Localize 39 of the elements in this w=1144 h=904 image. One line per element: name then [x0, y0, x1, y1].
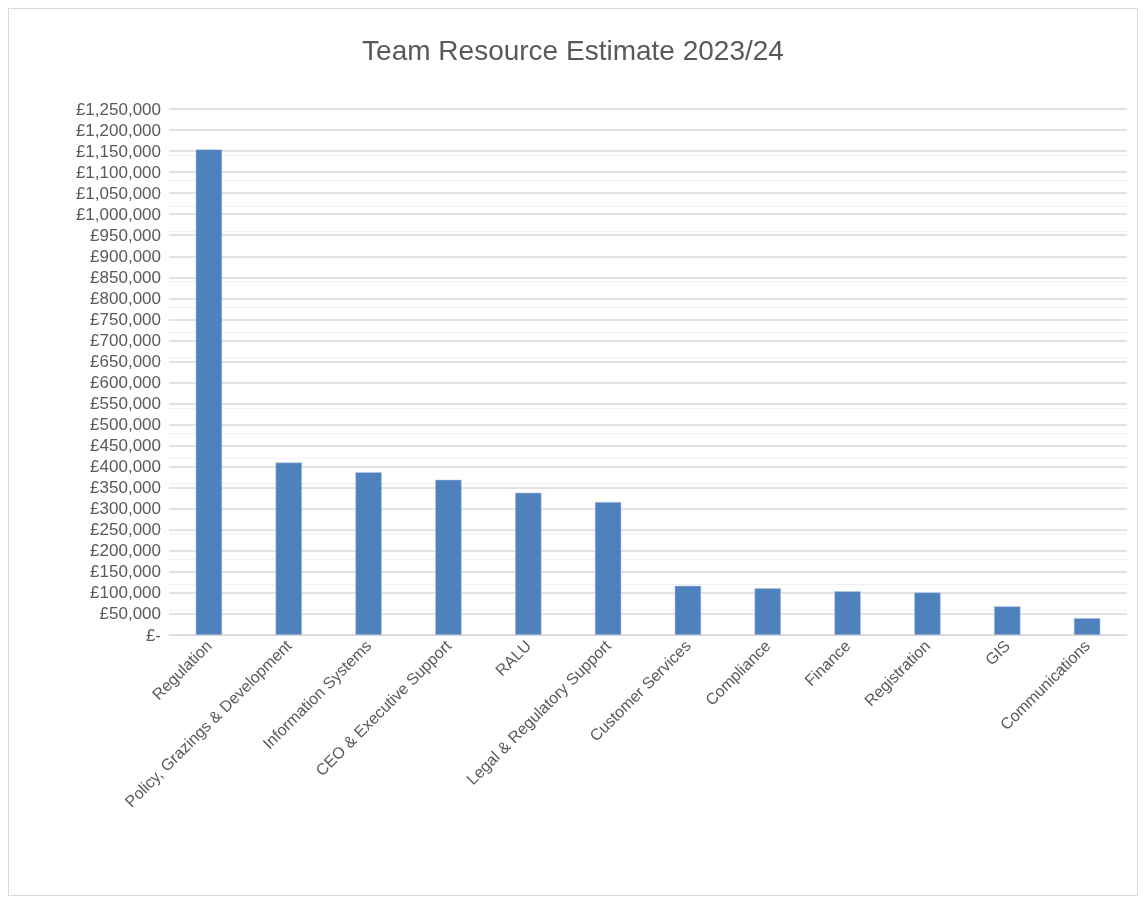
bar — [195, 149, 223, 635]
bar — [435, 479, 462, 635]
bar — [754, 588, 781, 635]
y-tick-label: £- — [145, 625, 161, 645]
bar — [674, 585, 702, 635]
y-tick-label: £600,000 — [90, 373, 161, 393]
y-tick-label: £250,000 — [90, 520, 161, 540]
y-tick-label: £700,000 — [90, 330, 161, 350]
bar — [914, 592, 941, 635]
y-tick-label: £300,000 — [90, 499, 161, 519]
bar — [834, 591, 861, 635]
y-tick-label: £1,200,000 — [75, 120, 161, 140]
y-tick-label: £150,000 — [90, 562, 161, 582]
y-tick-label: £750,000 — [90, 309, 161, 329]
y-tick-label: £1,100,000 — [75, 162, 161, 182]
chart-title: Team Resource Estimate 2023/24 — [362, 34, 784, 66]
bar — [994, 606, 1021, 635]
y-tick-label: £100,000 — [90, 583, 161, 603]
y-tick-label: £50,000 — [99, 604, 161, 624]
y-tick-label: £1,250,000 — [75, 99, 161, 119]
y-tick-label: £850,000 — [90, 267, 161, 287]
y-tick-label: £800,000 — [90, 288, 161, 308]
bar — [1073, 618, 1101, 635]
y-tick-label: £400,000 — [90, 457, 161, 477]
y-tick-label: £1,150,000 — [75, 141, 161, 161]
y-tick-label: £500,000 — [90, 415, 161, 435]
y-tick-label: £550,000 — [90, 394, 161, 414]
bar — [594, 502, 622, 635]
bar — [275, 462, 302, 635]
bar — [515, 492, 542, 635]
y-tick-label: £200,000 — [90, 541, 161, 561]
y-tick-label: £1,050,000 — [75, 183, 161, 203]
y-tick-label: £450,000 — [90, 436, 161, 456]
y-tick-label: £350,000 — [90, 478, 161, 498]
y-tick-label: £650,000 — [90, 351, 161, 371]
bar — [355, 472, 382, 635]
y-tick-label: £1,000,000 — [75, 204, 161, 224]
y-tick-label: £950,000 — [90, 225, 161, 245]
y-tick-label: £900,000 — [90, 246, 161, 266]
